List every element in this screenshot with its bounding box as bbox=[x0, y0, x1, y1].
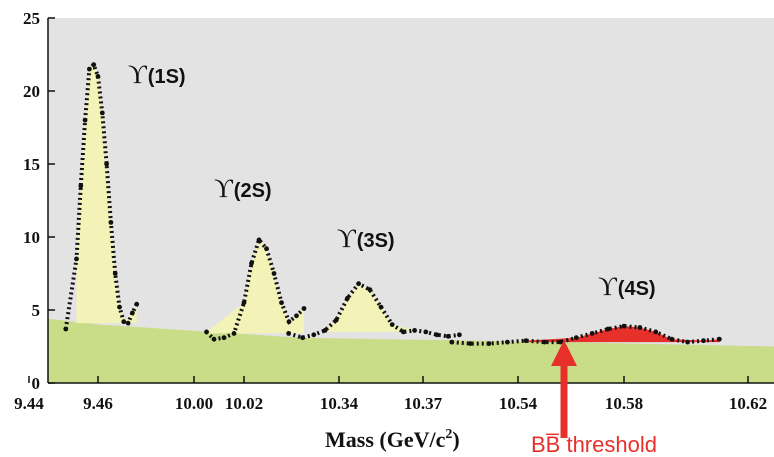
peak-fill-2s bbox=[206, 239, 304, 334]
data-point bbox=[125, 320, 131, 326]
data-point bbox=[605, 326, 611, 332]
x-tick-label: 10.37 bbox=[404, 394, 443, 413]
data-point bbox=[300, 335, 305, 341]
data-point bbox=[117, 304, 122, 310]
x-tick-label: 10.58 bbox=[605, 394, 643, 413]
curve-segment-1 bbox=[63, 61, 139, 330]
data-point bbox=[717, 336, 722, 342]
data-point bbox=[423, 329, 429, 335]
threshold-label: BB̅ threshold bbox=[531, 432, 657, 457]
plot-area bbox=[48, 18, 774, 383]
peak-fill-3s bbox=[325, 283, 415, 332]
y-tick-label: 25 bbox=[23, 9, 40, 28]
x-ticks: 9.44 9.46 10.00 10.02 10.34 10.37 10.54 10.58 10… bbox=[14, 376, 767, 413]
y-tick-label: 10 bbox=[23, 228, 40, 247]
peak-label-1s: ϒ(1S) bbox=[128, 60, 186, 89]
data-point bbox=[467, 341, 473, 346]
svg-text:ϒ(1S): ϒ(1S) bbox=[128, 60, 186, 89]
data-point bbox=[256, 237, 262, 243]
data-point bbox=[286, 319, 292, 325]
data-point bbox=[134, 301, 140, 307]
data-point bbox=[637, 325, 643, 330]
data-point bbox=[63, 326, 69, 332]
data-point bbox=[701, 338, 706, 344]
y-tick-label: 0 bbox=[32, 374, 41, 393]
data-point bbox=[74, 256, 79, 262]
data-point bbox=[87, 66, 92, 72]
data-point bbox=[204, 329, 209, 335]
data-point bbox=[378, 304, 384, 310]
data-point bbox=[445, 333, 451, 339]
data-point bbox=[264, 246, 269, 252]
data-point bbox=[130, 310, 135, 316]
data-point bbox=[108, 220, 114, 225]
data-point bbox=[241, 300, 247, 306]
data-point bbox=[412, 328, 417, 333]
peak-label-3s: ϒ(3S) bbox=[337, 224, 395, 253]
data-point bbox=[389, 322, 395, 327]
peak-label-2s: ϒ(2S) bbox=[214, 174, 272, 203]
data-point bbox=[542, 339, 547, 345]
data-point bbox=[449, 339, 455, 345]
data-point bbox=[345, 295, 350, 301]
data-point bbox=[558, 339, 563, 345]
x-tick-label: 10.34 bbox=[320, 394, 359, 413]
data-point bbox=[505, 339, 510, 345]
data-point bbox=[573, 335, 579, 341]
data-point bbox=[669, 336, 675, 342]
x-tick-label: 10.02 bbox=[225, 394, 263, 413]
x-tick-label: 9.44 bbox=[14, 394, 44, 413]
data-point bbox=[279, 300, 284, 306]
peak-fill-1s bbox=[76, 64, 137, 324]
y-tick-label: 20 bbox=[23, 82, 40, 101]
y-tick-label: 15 bbox=[23, 155, 40, 174]
x-tick-label: 10.00 bbox=[175, 394, 213, 413]
data-point bbox=[112, 271, 118, 276]
data-point bbox=[653, 329, 659, 335]
data-point bbox=[457, 332, 462, 338]
svg-text:ϒ(3S): ϒ(3S) bbox=[337, 224, 395, 253]
data-point bbox=[523, 338, 529, 344]
data-point bbox=[78, 183, 84, 189]
x-tick-label: 10.62 bbox=[729, 394, 767, 413]
data-points bbox=[63, 61, 722, 346]
data-point bbox=[486, 341, 492, 346]
data-point bbox=[356, 281, 361, 287]
y-tick-label: 5 bbox=[32, 301, 41, 320]
data-point bbox=[685, 339, 690, 345]
data-point bbox=[294, 313, 299, 319]
data-point bbox=[249, 260, 254, 266]
data-point bbox=[311, 332, 317, 338]
data-point bbox=[231, 331, 237, 336]
x-axis-label: Mass (GeV/c2) bbox=[325, 427, 460, 452]
data-point bbox=[211, 336, 217, 342]
data-point bbox=[104, 161, 109, 167]
data-point bbox=[322, 328, 328, 333]
data-point bbox=[271, 271, 277, 276]
data-point bbox=[121, 319, 127, 325]
threshold-arrow bbox=[551, 340, 577, 438]
data-point bbox=[99, 110, 105, 116]
data-point bbox=[333, 317, 339, 323]
data-point bbox=[82, 117, 88, 123]
data-point bbox=[91, 62, 97, 68]
data-point bbox=[434, 332, 440, 338]
x-tick-label: 9.46 bbox=[83, 394, 113, 413]
data-point bbox=[401, 329, 406, 335]
data-point bbox=[621, 323, 627, 329]
data-point bbox=[286, 331, 291, 336]
data-point bbox=[301, 306, 307, 311]
y-ticks: 0 5 10 15 20 25 bbox=[23, 9, 55, 393]
svg-text:ϒ(4S): ϒ(4S) bbox=[598, 272, 656, 301]
data-point bbox=[221, 335, 227, 341]
data-point bbox=[589, 331, 595, 336]
x-tick-label: 10.54 bbox=[499, 394, 538, 413]
peak-label-4s: ϒ(4S) bbox=[598, 272, 656, 301]
svg-text:ϒ(2S): ϒ(2S) bbox=[214, 174, 272, 203]
data-point bbox=[367, 287, 373, 292]
data-point bbox=[95, 74, 101, 79]
